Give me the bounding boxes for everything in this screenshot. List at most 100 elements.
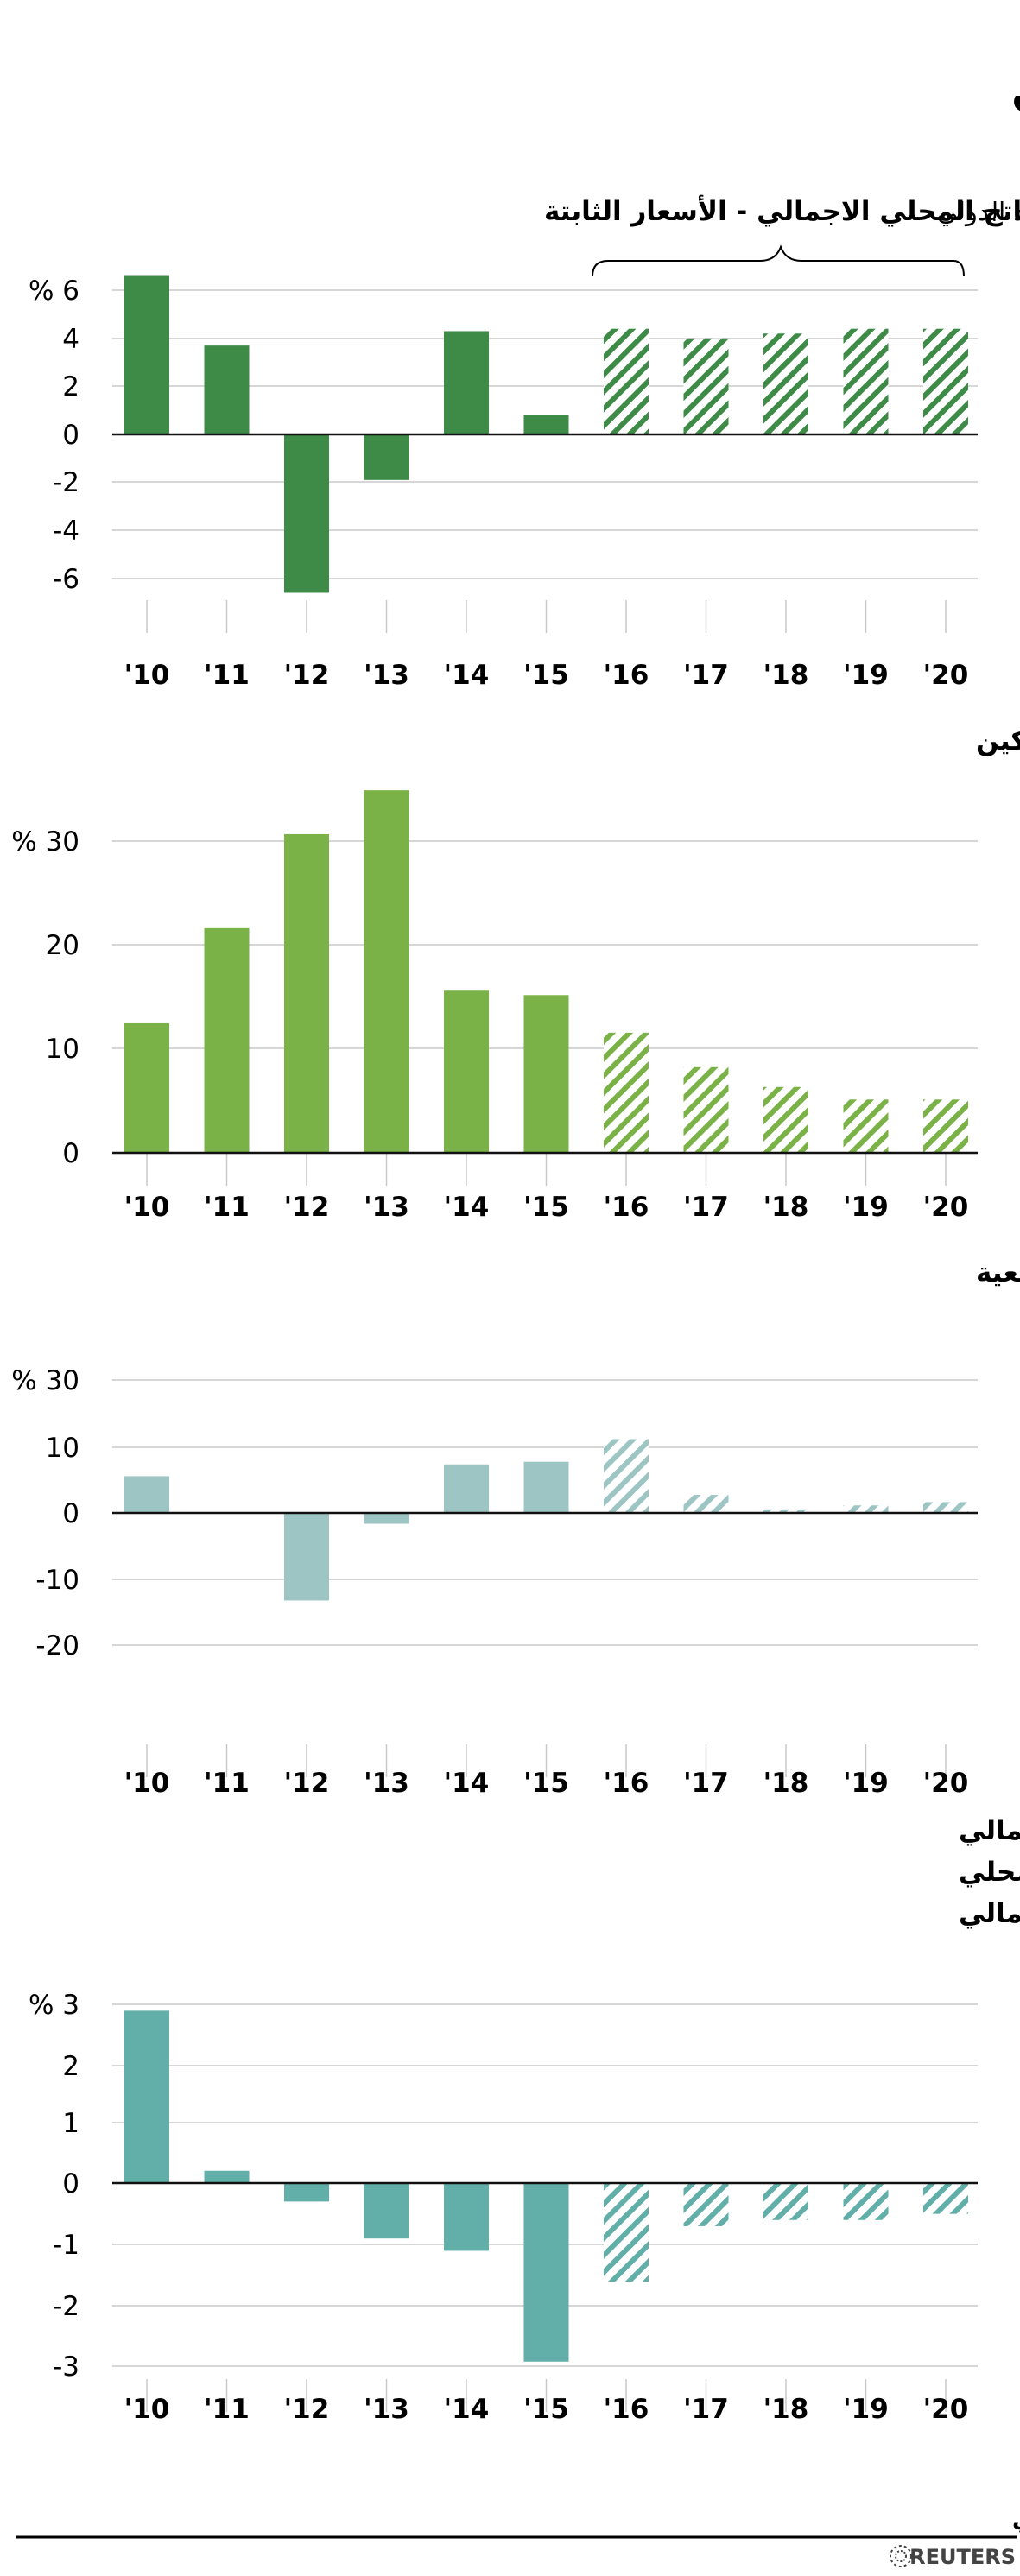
- fiscal-bar-10: [124, 2010, 169, 2183]
- gdp-bar-13: [364, 434, 409, 480]
- gdp-bar-16: [604, 329, 649, 434]
- fiscal-x-tick-label: '10: [124, 2394, 170, 2425]
- inflation-bar-13: [364, 790, 409, 1153]
- exports-bar-15: [524, 1462, 569, 1513]
- inflation-bar-15: [524, 995, 569, 1153]
- gdp-bar-14: [444, 331, 489, 434]
- exports-x-tick-label: '15: [523, 1768, 569, 1799]
- exports-x-tick-label: '11: [204, 1768, 250, 1799]
- fiscal-x-tick-label: '16: [604, 2394, 649, 2425]
- gdp-bar-10: [124, 276, 169, 434]
- exports-x-tick-label: '14: [444, 1768, 490, 1799]
- gdp-y-tick-label: -4: [53, 516, 79, 547]
- inflation-y-tick-label: 0: [62, 1138, 79, 1169]
- inflation-x-tick-label: '17: [683, 1192, 729, 1223]
- gdp-y-tick-label: % 6: [29, 275, 79, 307]
- fiscal-bar-13: [364, 2183, 409, 2238]
- inflation-x-tick-label: '18: [763, 1192, 809, 1223]
- inflation-x-tick-label: '20: [923, 1192, 969, 1223]
- exports-y-tick-label: 0: [62, 1498, 79, 1529]
- gdp-x-tick-label: '12: [284, 660, 330, 691]
- exports-bar-13: [364, 1513, 409, 1524]
- reuters-logo: REUTERS: [890, 2545, 1016, 2569]
- gdp-bar-20: [923, 329, 968, 434]
- exports-x-tick-label: '12: [284, 1768, 330, 1799]
- gdp-x-tick-label: '18: [763, 660, 809, 691]
- gdp-x-tick-label: '11: [204, 660, 250, 691]
- gdp-y-tick-label: 2: [62, 371, 79, 402]
- gdp-x-tick-label: '13: [364, 660, 409, 691]
- gdp-x-tick-label: '14: [444, 660, 490, 691]
- gdp-x-tick-label: '16: [604, 660, 649, 691]
- exports-y-tick-label: 10: [46, 1433, 79, 1464]
- fiscal-chart-title-line-2: صافي الاقراض العام الحكومي كنسبة من النا…: [959, 1857, 1020, 1888]
- inflation-bar-10: [124, 1023, 169, 1153]
- inflation-y-tick-label: % 30: [11, 826, 79, 858]
- exports-bar-12: [284, 1513, 329, 1600]
- gdp-chart: % 6420-2-4-6'10'11'12'13'14'15'16'17'18'…: [29, 275, 978, 691]
- gdp-x-tick-label: '15: [523, 660, 569, 691]
- inflation-bar-14: [444, 990, 489, 1153]
- gdp-x-tick-label: '19: [843, 660, 889, 691]
- inflation-x-tick-label: '16: [604, 1192, 649, 1223]
- fiscal-bar-16: [604, 2183, 649, 2282]
- inflation-chart: % 3020100'10'11'12'13'14'15'16'17'18'19'…: [11, 790, 978, 1223]
- exports-bar-16: [604, 1440, 649, 1514]
- exports-bar-14: [444, 1465, 489, 1513]
- exports-bar-20: [923, 1502, 968, 1513]
- fiscal-bar-11: [205, 2171, 250, 2183]
- fiscal-bar-20: [923, 2183, 968, 2214]
- fiscal-y-tick-label: 2: [62, 2051, 79, 2082]
- fiscal-x-tick-label: '19: [843, 2394, 889, 2425]
- fiscal-bar-18: [763, 2183, 808, 2220]
- inflation-bar-11: [205, 928, 250, 1153]
- inflation-x-tick-label: '10: [124, 1192, 170, 1223]
- exports-x-tick-label: '13: [364, 1768, 409, 1799]
- gdp-y-tick-label: -6: [53, 564, 79, 595]
- inflation-bar-12: [284, 834, 329, 1153]
- inflation-x-tick-label: '19: [843, 1192, 889, 1223]
- fiscal-x-tick-label: '20: [923, 2394, 969, 2425]
- fiscal-bar-17: [684, 2183, 729, 2226]
- gdp-y-tick-label: 4: [62, 324, 79, 355]
- fiscal-chart: % 3210-1-2-3'10'11'12'13'14'15'16'17'18'…: [29, 1990, 978, 2425]
- exports-bar-17: [684, 1495, 729, 1513]
- gdp-bar-17: [684, 339, 729, 434]
- inflation-bar-20: [923, 1099, 968, 1153]
- fiscal-x-tick-label: '11: [204, 2394, 250, 2425]
- fiscal-x-tick-label: '12: [284, 2394, 330, 2425]
- fiscal-x-tick-label: '18: [763, 2394, 809, 2425]
- exports-x-tick-label: '10: [124, 1768, 170, 1799]
- reuters-wordmark: REUTERS: [909, 2545, 1016, 2569]
- fiscal-bar-19: [844, 2183, 889, 2220]
- inflation-y-tick-label: 10: [46, 1034, 79, 1065]
- gdp-bar-15: [524, 415, 569, 434]
- fiscal-bar-15: [524, 2183, 569, 2362]
- page-title: مؤشرات الاقتصاد الإيراني: [1010, 55, 1020, 119]
- inflation-x-tick-label: '13: [364, 1192, 409, 1223]
- inflation-bar-18: [763, 1087, 808, 1153]
- fiscal-bar-12: [284, 2183, 329, 2201]
- fiscal-x-tick-label: '17: [683, 2394, 729, 2425]
- gdp-y-tick-label: -2: [53, 467, 79, 498]
- exports-y-tick-label: % 30: [11, 1365, 79, 1396]
- inflation-x-tick-label: '11: [204, 1192, 250, 1223]
- fiscal-y-tick-label: 1: [62, 2108, 79, 2139]
- inflation-x-tick-label: '15: [523, 1192, 569, 1223]
- fiscal-chart-title-line-3: الاجمالي: [959, 1898, 1020, 1929]
- inflation-bar-16: [604, 1033, 649, 1153]
- exports-y-tick-label: -20: [35, 1630, 79, 1661]
- exports-x-tick-label: '19: [843, 1768, 889, 1799]
- exports-x-tick-label: '20: [923, 1768, 969, 1799]
- fiscal-x-tick-label: '15: [523, 2394, 569, 2425]
- exports-x-tick-label: '17: [683, 1768, 729, 1799]
- exports-chart-title: الصادرات - حجم الصادرات السلعية: [976, 1257, 1020, 1288]
- imf-estimates-label: تقديرات صندوق النقد الدولي: [937, 197, 1020, 227]
- gdp-chart-header: الناتج المحلي الاجمالي - الأسعار الثابتة…: [544, 194, 1020, 276]
- inflation-chart-title: التضخم - متوسط أسعار المستهلكين: [976, 723, 1020, 756]
- fiscal-y-tick-label: -3: [53, 2351, 79, 2383]
- gdp-y-tick-label: 0: [62, 420, 79, 451]
- inflation-x-tick-label: '12: [284, 1192, 330, 1223]
